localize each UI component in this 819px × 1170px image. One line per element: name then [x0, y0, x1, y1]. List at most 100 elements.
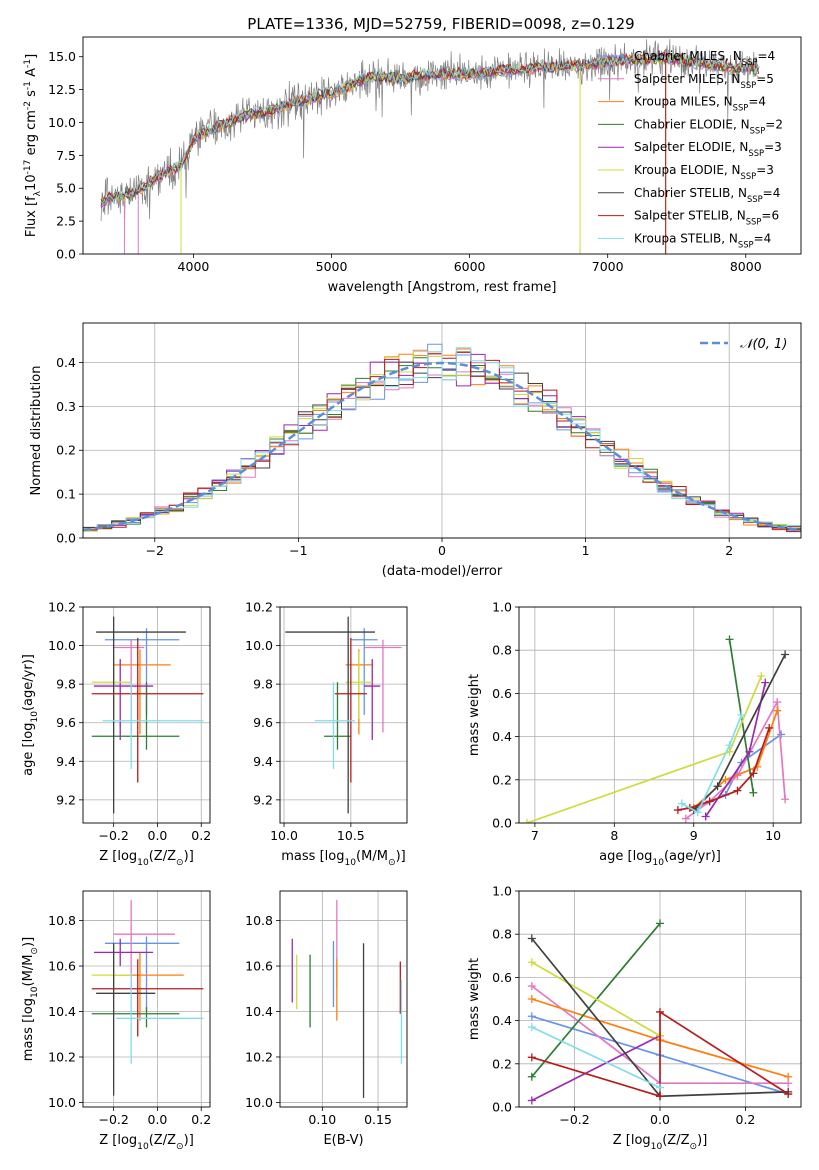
- label-span: Salpeter MILES, N: [634, 72, 741, 86]
- legend-entry: 𝒩(0, 1): [740, 337, 787, 352]
- label-span: SSP: [748, 148, 764, 158]
- y-tick-label: 0.8: [492, 643, 512, 658]
- y-tick-label: 10.4: [245, 1004, 273, 1019]
- x-axis-label: Z [log10(Z/Z⊙)]: [99, 1133, 194, 1152]
- y-tick-label: 12.5: [48, 82, 76, 97]
- x-tick-label: −0.2: [98, 1112, 128, 1127]
- x-axis-label: E(B-V): [323, 1133, 363, 1148]
- x-axis-label: Z [log10(Z/Z⊙)]: [613, 1133, 708, 1152]
- axes-frame: [518, 890, 802, 1108]
- mass-weight-marker: [681, 814, 690, 823]
- plot-area-age_vs_Z: [91, 616, 204, 814]
- label-span: age [log: [21, 723, 36, 776]
- mass-weight-marker: [749, 769, 758, 778]
- legend-entry: Salpeter STELIB, NSSP=6: [634, 209, 779, 227]
- axes-massweight_vs_Z: −0.2 0.0 0.2 0.0 0.2 0.4 0.6 0.8 1.0 Z [log10(Z/Z…: [467, 884, 802, 1152]
- legend-entry: Chabrier MILES, NSSP=4: [634, 49, 775, 67]
- label-span: -1: [23, 59, 33, 68]
- label-span: (Z/Z: [662, 1133, 689, 1148]
- figure-title: PLATE=1336, MJD=52759, FIBERID=0098, z=0…: [247, 15, 634, 33]
- x-tick-label: 0: [438, 543, 446, 558]
- y-tick-label: 0.4: [492, 1013, 512, 1028]
- legend-entry: Kroupa MILES, NSSP=4: [634, 95, 766, 113]
- plot-area-mass_vs_ebv: [291, 900, 403, 1098]
- mass-weight-marker: [773, 706, 782, 715]
- label-span: λ: [33, 190, 43, 196]
- y-tick-label: 9.2: [56, 792, 76, 807]
- y-axis-label: Normed distribution: [29, 366, 44, 496]
- label-span: mass weight: [467, 958, 482, 1040]
- label-span: 10: [30, 711, 40, 723]
- mass-weight-marker: [721, 775, 730, 784]
- mass-weight-marker: [725, 741, 734, 750]
- mass-weight-marker: [522, 819, 531, 823]
- mass-weight-marker: [705, 797, 714, 806]
- label-span: Flux [f: [24, 196, 39, 237]
- mass-weight-line: [531, 922, 661, 1078]
- y-tick-label: 10.0: [245, 1095, 273, 1110]
- y-tick-label: 0.0: [492, 1100, 512, 1115]
- y-tick-label: 10.2: [48, 1049, 76, 1064]
- axes-spectrum: 4000 5000 6000 7000 8000 0.0 2.5 5.0 7.5 10.0 12.5…: [23, 36, 802, 295]
- label-span: =5: [756, 72, 774, 86]
- legend-entry: Chabrier ELODIE, NSSP=2: [634, 117, 783, 135]
- y-tick-label: 0.2: [492, 1056, 512, 1071]
- y-tick-label: 0.2: [56, 443, 76, 458]
- axes-frame: [518, 606, 802, 824]
- mass-weight-marker: [777, 730, 786, 739]
- x-tick-label: 2: [725, 543, 733, 558]
- label-span: 10: [344, 858, 356, 868]
- x-tick-label: 0.0: [650, 1112, 670, 1127]
- x-tick-label: 0.2: [191, 1112, 211, 1127]
- normal-curve: [83, 361, 801, 532]
- y-tick-label: 10.8: [245, 913, 273, 928]
- y-tick-label: 9.8: [253, 677, 273, 692]
- x-tick-label: −1: [289, 543, 307, 558]
- y-tick-label: 9.4: [253, 754, 273, 769]
- mass-weight-line: [531, 1034, 661, 1102]
- axes-frame: [82, 36, 802, 255]
- y-tick-label: 10.0: [245, 638, 273, 653]
- mass-weight-marker: [677, 799, 686, 808]
- mass-weight-marker: [784, 1090, 793, 1099]
- y-tick-label: 10.0: [48, 638, 76, 653]
- label-span: 10: [651, 1142, 663, 1152]
- y-tick-label: 0.4: [492, 729, 512, 744]
- y-tick-label: 5.0: [56, 181, 76, 196]
- x-tick-label: 0.0: [148, 1112, 168, 1127]
- label-span: Z [log: [613, 1133, 651, 1148]
- mass-weight-line: [677, 727, 771, 811]
- label-span: ⊙: [30, 947, 40, 955]
- mass-weight-marker: [749, 788, 758, 797]
- mass-weight-marker: [527, 1012, 536, 1021]
- x-axis-label: age [log10(age/yr)]: [599, 849, 721, 868]
- label-span: =6: [761, 209, 779, 223]
- mass-weight-marker: [757, 672, 766, 681]
- y-axis-label: mass weight: [467, 674, 482, 756]
- label-span: =3: [764, 140, 782, 154]
- mass-weight-marker: [527, 1023, 536, 1032]
- mass-weight-line: [531, 961, 661, 1037]
- label-span: Kroupa ELODIE, N: [634, 163, 741, 177]
- label-span: ⊙: [388, 858, 396, 868]
- axes-mass_vs_Z: −0.2 0.0 0.210.010.210.410.610.8Z [log10(Z…: [21, 890, 211, 1152]
- mass-weight-marker: [781, 650, 790, 659]
- x-tick-label: 7: [531, 828, 539, 843]
- label-span: erg cm: [24, 110, 39, 159]
- x-tick-label: −0.2: [559, 1112, 589, 1127]
- label-span: SSP: [747, 194, 763, 204]
- x-tick-label: 1: [582, 543, 590, 558]
- y-tick-label: 9.6: [253, 715, 273, 730]
- legend-entry: Kroupa STELIB, NSSP=4: [634, 231, 771, 249]
- mass-weight-marker: [527, 958, 536, 967]
- legend-entry: Chabrier STELIB, NSSP=4: [634, 186, 780, 204]
- label-span: age [log: [599, 849, 652, 864]
- label-span: Chabrier MILES, N: [634, 49, 742, 63]
- label-span: )]: [697, 1133, 707, 1148]
- label-span: 10: [652, 858, 664, 868]
- mass-weight-marker: [527, 1096, 536, 1105]
- label-span: Kroupa STELIB, N: [634, 231, 738, 245]
- y-tick-label: 10.2: [48, 600, 76, 615]
